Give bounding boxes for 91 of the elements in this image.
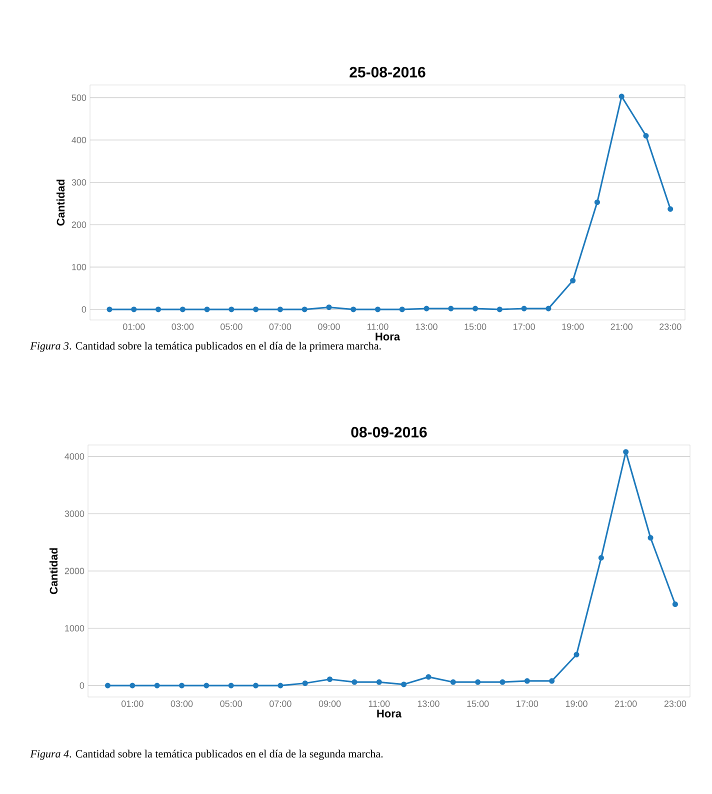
point — [623, 449, 629, 455]
point — [376, 679, 382, 685]
point — [546, 306, 552, 312]
point — [278, 682, 284, 688]
x-axis-title: Hora — [377, 710, 402, 718]
point — [302, 306, 308, 312]
x-tick-label: 11:00 — [368, 700, 390, 707]
text: Figura 4. Cantidad sobre la temática publicados en el día de la segunda marcha. — [30, 750, 383, 760]
x-tick-label: 15:00 — [464, 324, 486, 330]
x-tick-label: 01:00 — [121, 700, 144, 707]
point — [180, 306, 186, 312]
point — [178, 682, 185, 688]
point — [618, 94, 624, 100]
point — [648, 534, 654, 541]
point — [399, 306, 405, 312]
point — [424, 306, 430, 312]
point — [500, 679, 506, 685]
x-tick-label: 19:00 — [566, 700, 588, 707]
point — [326, 304, 332, 310]
point — [104, 682, 111, 688]
x-tick-label: 17:00 — [516, 700, 538, 707]
x-axis-title: Hora — [376, 332, 400, 340]
x-tick-label: 03:00 — [170, 700, 193, 707]
point — [448, 306, 454, 312]
y-tick-label: 300 — [72, 179, 86, 186]
x-tick-label: 19:00 — [562, 324, 584, 330]
point — [426, 674, 432, 680]
point — [472, 306, 478, 312]
point — [401, 682, 407, 688]
point — [643, 133, 649, 139]
point — [524, 678, 530, 684]
y-tick-label: 100 — [72, 264, 86, 270]
y-tick-label: 200 — [72, 222, 86, 228]
y-tick-label: 3000 — [64, 510, 84, 517]
x-tick-label: 09:00 — [318, 324, 340, 330]
x-tick-label: 09:00 — [318, 700, 341, 707]
x-tick-label: 23:00 — [664, 700, 686, 707]
point — [672, 601, 678, 608]
x-tick-label: 13:00 — [418, 700, 440, 707]
x-tick-label: 15:00 — [467, 700, 489, 707]
point — [106, 306, 112, 312]
y-tick-label: 500 — [72, 94, 86, 101]
point — [228, 682, 234, 688]
point — [598, 555, 604, 561]
point — [131, 306, 137, 312]
x-tick-label: 17:00 — [513, 324, 535, 330]
x-tick-label: 07:00 — [270, 700, 292, 707]
point — [204, 682, 210, 688]
point — [521, 306, 527, 312]
x-tick-label: 03:00 — [172, 324, 194, 330]
x-tick-label: 13:00 — [416, 324, 438, 330]
point — [594, 199, 600, 206]
point — [130, 682, 136, 688]
point — [253, 306, 259, 312]
y-axis-title: Cantidad — [50, 548, 58, 594]
point — [277, 306, 284, 312]
point — [154, 682, 160, 688]
point — [326, 676, 333, 682]
y-tick-label: 2000 — [64, 568, 84, 574]
text: Figura 3. Cantidad sobre la temática publicados en el día de la primera marcha. — [30, 342, 381, 352]
point — [302, 680, 308, 686]
chart-title: 08-09-2016 — [351, 426, 427, 438]
point — [450, 679, 456, 685]
x-tick-label: 21:00 — [610, 324, 633, 330]
point — [668, 206, 674, 212]
point — [496, 306, 502, 312]
point — [350, 306, 356, 312]
point — [549, 678, 555, 684]
point — [228, 306, 234, 312]
x-tick-label: 01:00 — [122, 324, 145, 330]
y-tick-label: 1000 — [65, 625, 84, 632]
y-tick-label: 0 — [82, 306, 86, 313]
point — [570, 278, 576, 284]
point — [204, 306, 210, 312]
x-tick-label: 05:00 — [220, 324, 242, 330]
point — [252, 682, 259, 688]
y-tick-label: 400 — [72, 136, 86, 144]
point — [352, 679, 358, 685]
point — [574, 652, 580, 658]
y-axis-title: Cantidad — [56, 180, 65, 226]
x-tick-label: 05:00 — [220, 700, 242, 707]
chart-title: 25-08-2016 — [350, 66, 426, 78]
x-tick-label: 21:00 — [615, 700, 637, 707]
point — [374, 306, 381, 312]
y-tick-label: 0 — [80, 682, 84, 689]
x-tick-label: 07:00 — [269, 324, 292, 330]
point — [475, 679, 481, 685]
x-tick-label: 23:00 — [660, 324, 682, 330]
y-tick-label: 4000 — [64, 453, 84, 460]
x-tick-label: 11:00 — [368, 324, 388, 330]
point — [155, 306, 162, 312]
